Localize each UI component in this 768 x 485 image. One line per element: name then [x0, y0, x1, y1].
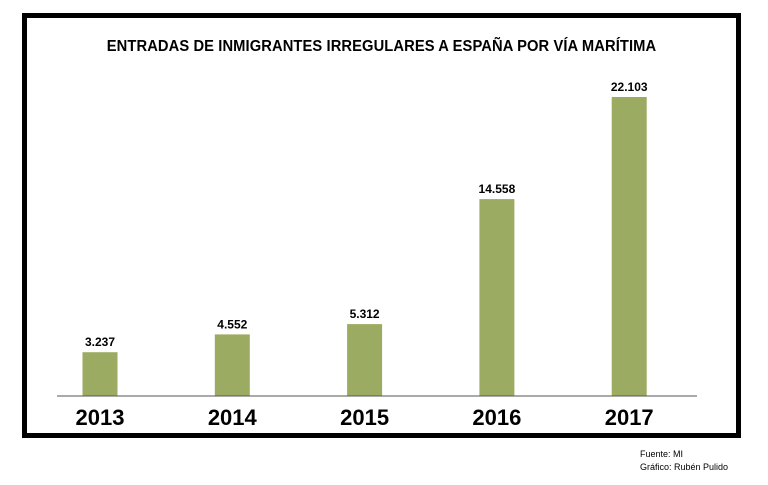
source-credit: Fuente: MI	[640, 449, 684, 459]
bar-2015	[347, 324, 383, 396]
chart-frame: ENTRADAS DE INMIGRANTES IRREGULARES A ES…	[22, 13, 741, 438]
value-label-2016: 14.558	[479, 182, 516, 196]
credits: Fuente: MI Gráfico: Rubén Pulido	[640, 448, 728, 474]
value-label-2015: 5.312	[350, 307, 380, 321]
chart-plot: 3.237 2013 4.552 2014 5.312 2015 14.558 2016 22.…	[57, 80, 697, 430]
bar-2013	[82, 352, 118, 396]
x-tick-label-2015: 2015	[340, 405, 389, 430]
x-tick-label-2016: 2016	[472, 405, 521, 430]
chart-title: ENTRADAS DE INMIGRANTES IRREGULARES A ES…	[106, 38, 657, 55]
bar-2017	[611, 97, 647, 396]
bar-2016	[479, 199, 515, 396]
x-tick-label-2013: 2013	[76, 405, 125, 430]
author-credit: Gráfico: Rubén Pulido	[640, 462, 729, 472]
bar-2014	[214, 334, 250, 396]
x-tick-label-2014: 2014	[208, 405, 258, 430]
x-tick-label-2017: 2017	[605, 405, 654, 430]
value-label-2017: 22.103	[611, 80, 648, 94]
value-label-2013: 3.237	[85, 335, 115, 349]
value-label-2014: 4.552	[217, 317, 247, 331]
